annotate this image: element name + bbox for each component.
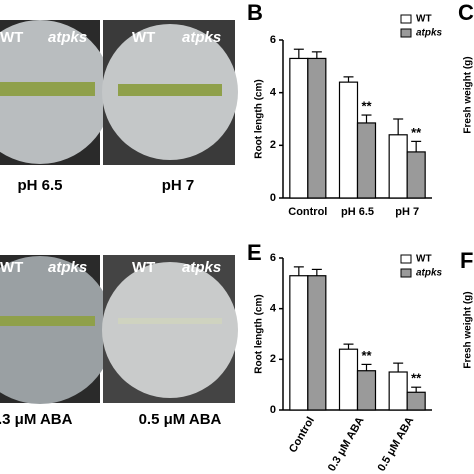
- significance: **: [411, 125, 422, 140]
- x-tick-label: pH 6.5: [341, 206, 374, 218]
- y-tick-label: 6: [270, 34, 276, 46]
- seedlings: [0, 82, 95, 96]
- legend-label: atpks: [416, 28, 443, 39]
- significance: **: [361, 98, 372, 113]
- bar: [289, 57, 309, 199]
- significance: **: [361, 348, 372, 363]
- y-tick-label: 0: [270, 192, 276, 204]
- bar: [406, 151, 426, 199]
- condition: 0.5 μM ABA: [139, 411, 222, 428]
- condition: pH 6.5: [17, 177, 62, 194]
- genotype: WT: [0, 259, 23, 276]
- x-tick-label: Control: [288, 206, 327, 218]
- y-tick-label: 2: [270, 353, 276, 365]
- significance: **: [411, 371, 422, 386]
- bar: [356, 370, 377, 411]
- x-tick-label: Control: [287, 415, 317, 455]
- plate: [102, 262, 238, 398]
- seedlings: [118, 84, 222, 96]
- y-tick-label: 0: [270, 404, 276, 416]
- condition: pH 7: [162, 177, 195, 194]
- genotype: WT: [132, 259, 155, 276]
- bar: [307, 275, 327, 411]
- bar: [356, 122, 377, 199]
- genotype: atpks: [182, 29, 221, 46]
- bar: [289, 275, 309, 411]
- bar: [406, 391, 426, 411]
- legend-swatch: [400, 28, 412, 38]
- panel-label: C: [458, 0, 474, 25]
- legend-swatch: [400, 268, 412, 278]
- bar: [388, 134, 408, 199]
- panel-label: F: [460, 248, 473, 273]
- genotype: atpks: [48, 29, 87, 46]
- panel-label: B: [247, 0, 263, 25]
- legend-label: WT: [416, 14, 432, 25]
- y-tick-label: 4: [270, 303, 277, 315]
- legend-label: WT: [416, 254, 432, 265]
- bar: [307, 57, 327, 199]
- genotype: atpks: [182, 259, 221, 276]
- y-tick-label: 2: [270, 139, 276, 151]
- bar: [338, 81, 359, 199]
- panel-label: E: [247, 240, 262, 265]
- bar: [388, 371, 408, 411]
- genotype: WT: [0, 29, 23, 46]
- bar: [338, 348, 359, 411]
- condition: .3 μM ABA: [0, 411, 73, 428]
- legend-swatch: [400, 254, 412, 264]
- plate: [0, 256, 114, 404]
- legend-label: atpks: [416, 268, 443, 279]
- y-tick-label: 6: [270, 252, 276, 264]
- seedlings: [0, 316, 95, 326]
- genotype: WT: [132, 29, 155, 46]
- x-tick-label: pH 7: [395, 206, 419, 218]
- y-axis-label: Root length (cm): [254, 294, 265, 373]
- x-tick-label: 0.5 μM ABA: [376, 415, 417, 474]
- x-tick-label: 0.3 μM ABA: [326, 415, 367, 474]
- seedlings: [118, 318, 222, 324]
- legend-swatch: [400, 14, 412, 24]
- y-axis-label: Fresh weight (g): [463, 291, 474, 368]
- y-tick-label: 4: [270, 87, 277, 99]
- y-axis-label: Fresh weight (g): [463, 56, 474, 133]
- genotype: atpks: [48, 259, 87, 276]
- y-axis-label: Root length (cm): [254, 79, 265, 158]
